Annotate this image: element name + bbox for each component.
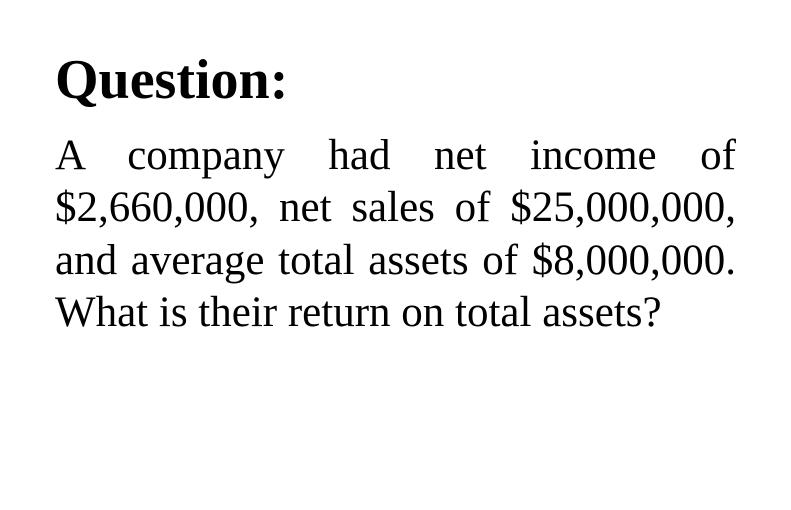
- question-heading: Question:: [55, 50, 736, 112]
- question-body: A company had net income of $2,660,000, …: [55, 130, 736, 340]
